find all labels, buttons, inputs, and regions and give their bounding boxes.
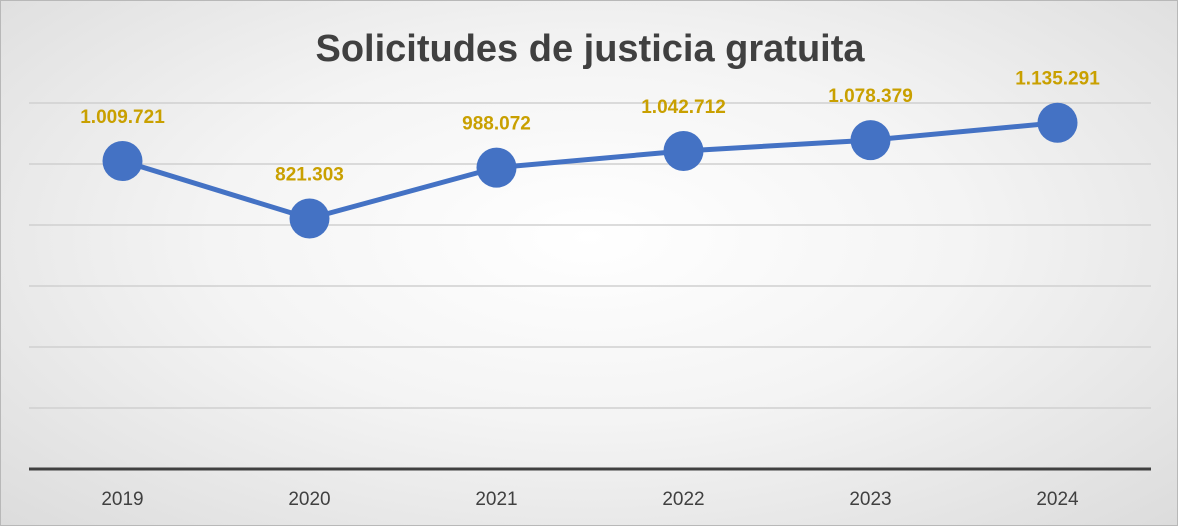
data-label: 1.078.379 xyxy=(828,86,913,107)
data-label: 1.009.721 xyxy=(80,107,165,128)
data-labels: 1.009.721 821.303 988.072 1.042.712 1.078.37… xyxy=(80,69,1100,186)
series-line xyxy=(121,120,1058,222)
x-tick-label: 2023 xyxy=(849,489,891,510)
data-points xyxy=(102,102,1078,239)
data-label: 1.135.291 xyxy=(1015,69,1100,90)
x-tick-label: 2021 xyxy=(475,489,517,510)
chart-title: Solicitudes de justicia gratuita xyxy=(315,28,865,70)
x-tick-label: 2022 xyxy=(662,489,704,510)
x-axis-tick-labels: 2019 2020 2021 2022 2023 2024 xyxy=(101,489,1079,510)
x-tick-label: 2024 xyxy=(1036,489,1079,510)
x-tick-label: 2019 xyxy=(101,489,143,510)
data-label: 1.042.712 xyxy=(641,97,726,118)
x-tick-label: 2020 xyxy=(288,489,330,510)
data-point xyxy=(102,141,143,182)
gridlines xyxy=(29,102,1151,409)
data-point xyxy=(476,147,517,188)
data-point xyxy=(289,198,330,239)
data-point xyxy=(1037,102,1078,143)
data-label: 821.303 xyxy=(275,165,344,186)
data-point xyxy=(850,120,891,161)
data-label: 988.072 xyxy=(462,114,531,135)
data-point xyxy=(663,130,704,171)
